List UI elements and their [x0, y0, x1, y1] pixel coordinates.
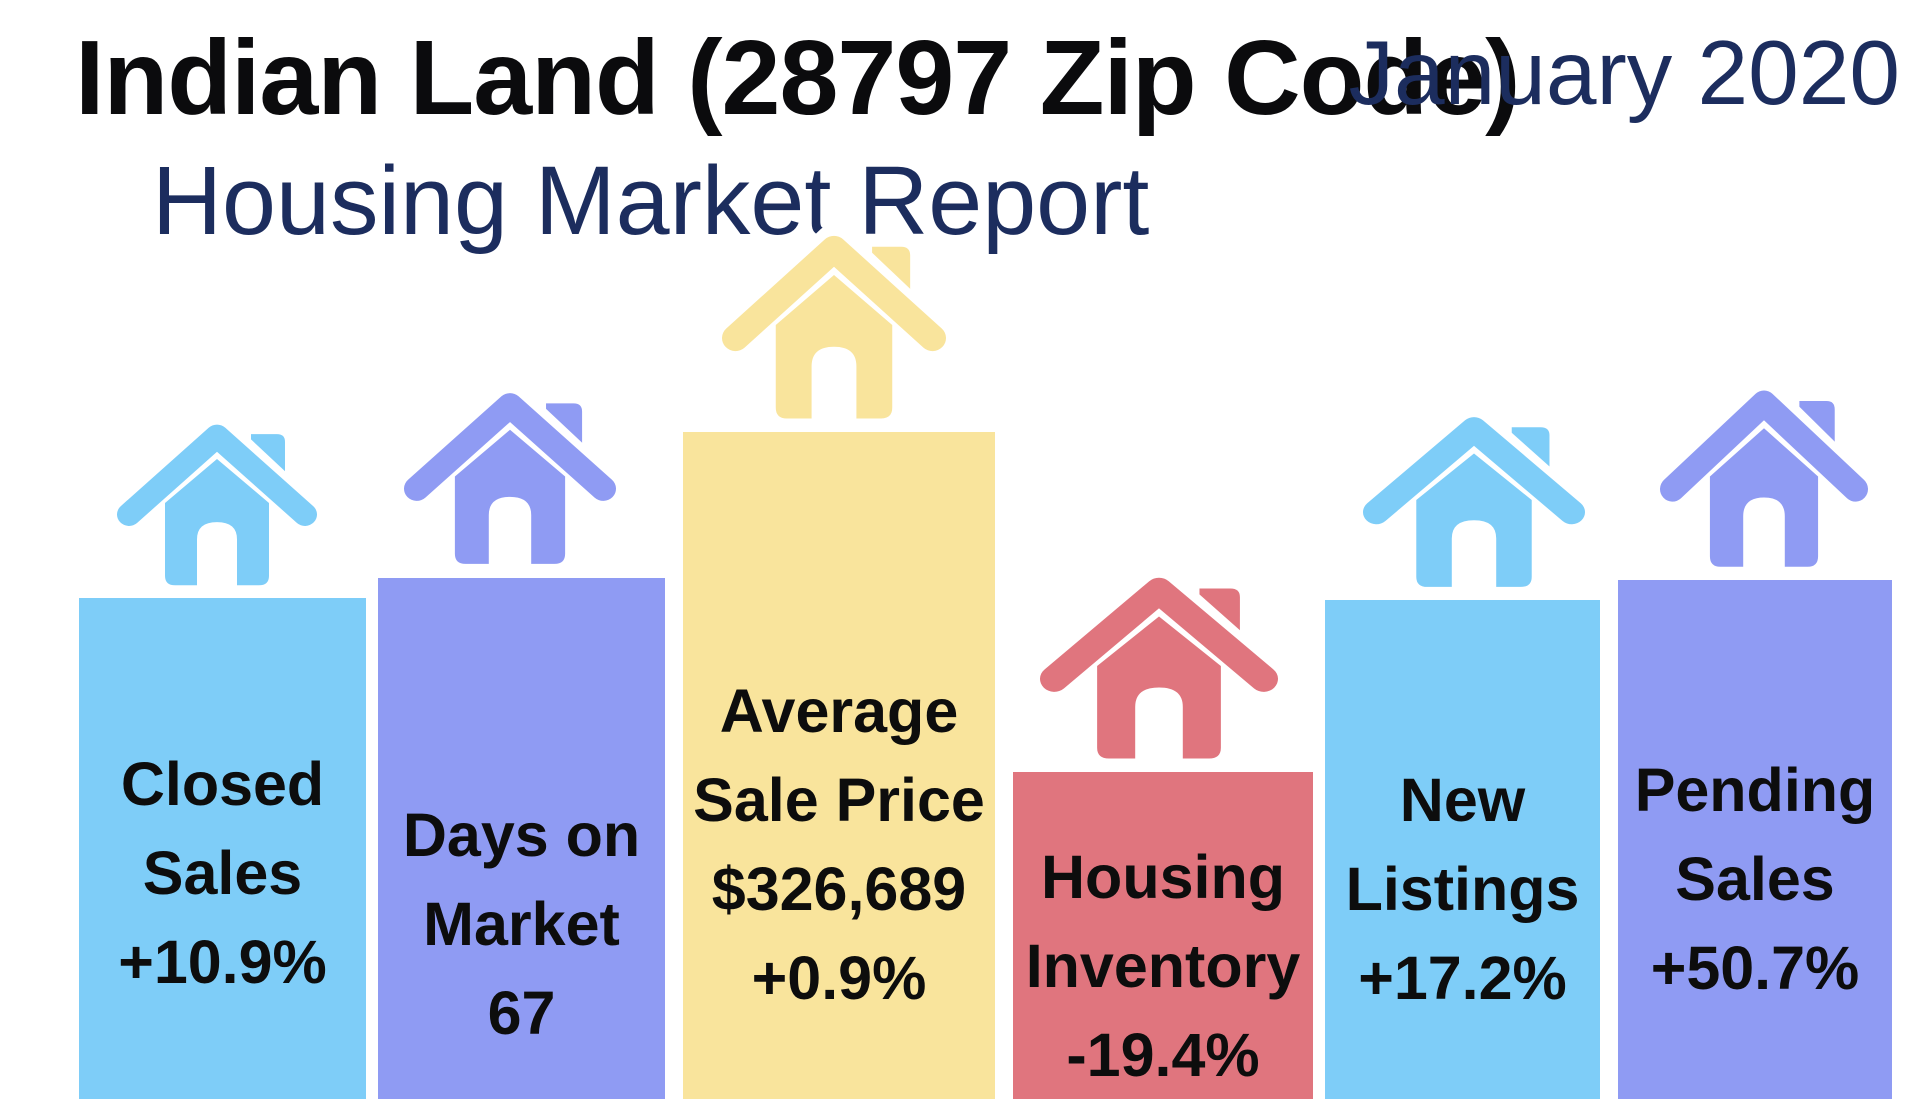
house-icon	[1363, 407, 1585, 593]
label-line-value: +17.2%	[1358, 944, 1567, 1012]
label-line-value: -19.4%	[1066, 1021, 1260, 1089]
report-date: January 2020	[1348, 23, 1900, 124]
bar-closed-sales: Closed Sales +10.9%	[79, 598, 366, 1099]
label-line: Listings	[1345, 855, 1580, 923]
label-line-value: +50.7%	[1650, 934, 1860, 1002]
bar-label-new-listings: New Listings +17.2%	[1325, 756, 1600, 1023]
house-icon	[1040, 567, 1278, 765]
label-line-value: $326,689	[711, 855, 967, 923]
house-icon	[722, 225, 946, 425]
label-line: Pending	[1634, 756, 1876, 824]
label-line: Sales	[142, 839, 303, 907]
label-line: Closed	[120, 750, 325, 818]
bar-average-sale-price: Average Sale Price $326,689 +0.9%	[683, 432, 995, 1099]
label-line-value: +10.9%	[118, 928, 327, 996]
bar-label-average-sale-price: Average Sale Price $326,689 +0.9%	[683, 667, 995, 1023]
bar-days-on-market: Days on Market 67	[378, 578, 665, 1099]
label-line: Sale Price	[693, 766, 985, 834]
bar-label-housing-inventory: Housing Inventory -19.4%	[1013, 833, 1313, 1100]
page-title: Indian Land (28797 Zip Code)	[75, 19, 1520, 137]
label-line: Average	[719, 677, 959, 745]
label-line: New	[1399, 766, 1526, 834]
page-subtitle: Housing Market Report	[152, 146, 1150, 255]
house-icon	[117, 415, 317, 591]
label-line: Inventory	[1025, 932, 1301, 1000]
bar-label-closed-sales: Closed Sales +10.9%	[79, 740, 366, 1007]
bar-label-pending-sales: Pending Sales +50.7%	[1618, 746, 1892, 1013]
bar-housing-inventory: Housing Inventory -19.4%	[1013, 772, 1313, 1099]
label-line: Housing	[1041, 843, 1285, 911]
label-line-value: +0.9%	[751, 944, 927, 1012]
house-icon	[1660, 380, 1868, 573]
label-line: Market	[423, 890, 620, 958]
bar-label-days-on-market: Days on Market 67	[378, 791, 665, 1058]
label-line: Days on	[402, 801, 641, 869]
label-line: Sales	[1675, 845, 1835, 913]
label-line-value: 67	[487, 979, 556, 1047]
bar-new-listings: New Listings +17.2%	[1325, 600, 1600, 1099]
bar-pending-sales: Pending Sales +50.7%	[1618, 580, 1892, 1099]
house-icon	[404, 383, 616, 570]
